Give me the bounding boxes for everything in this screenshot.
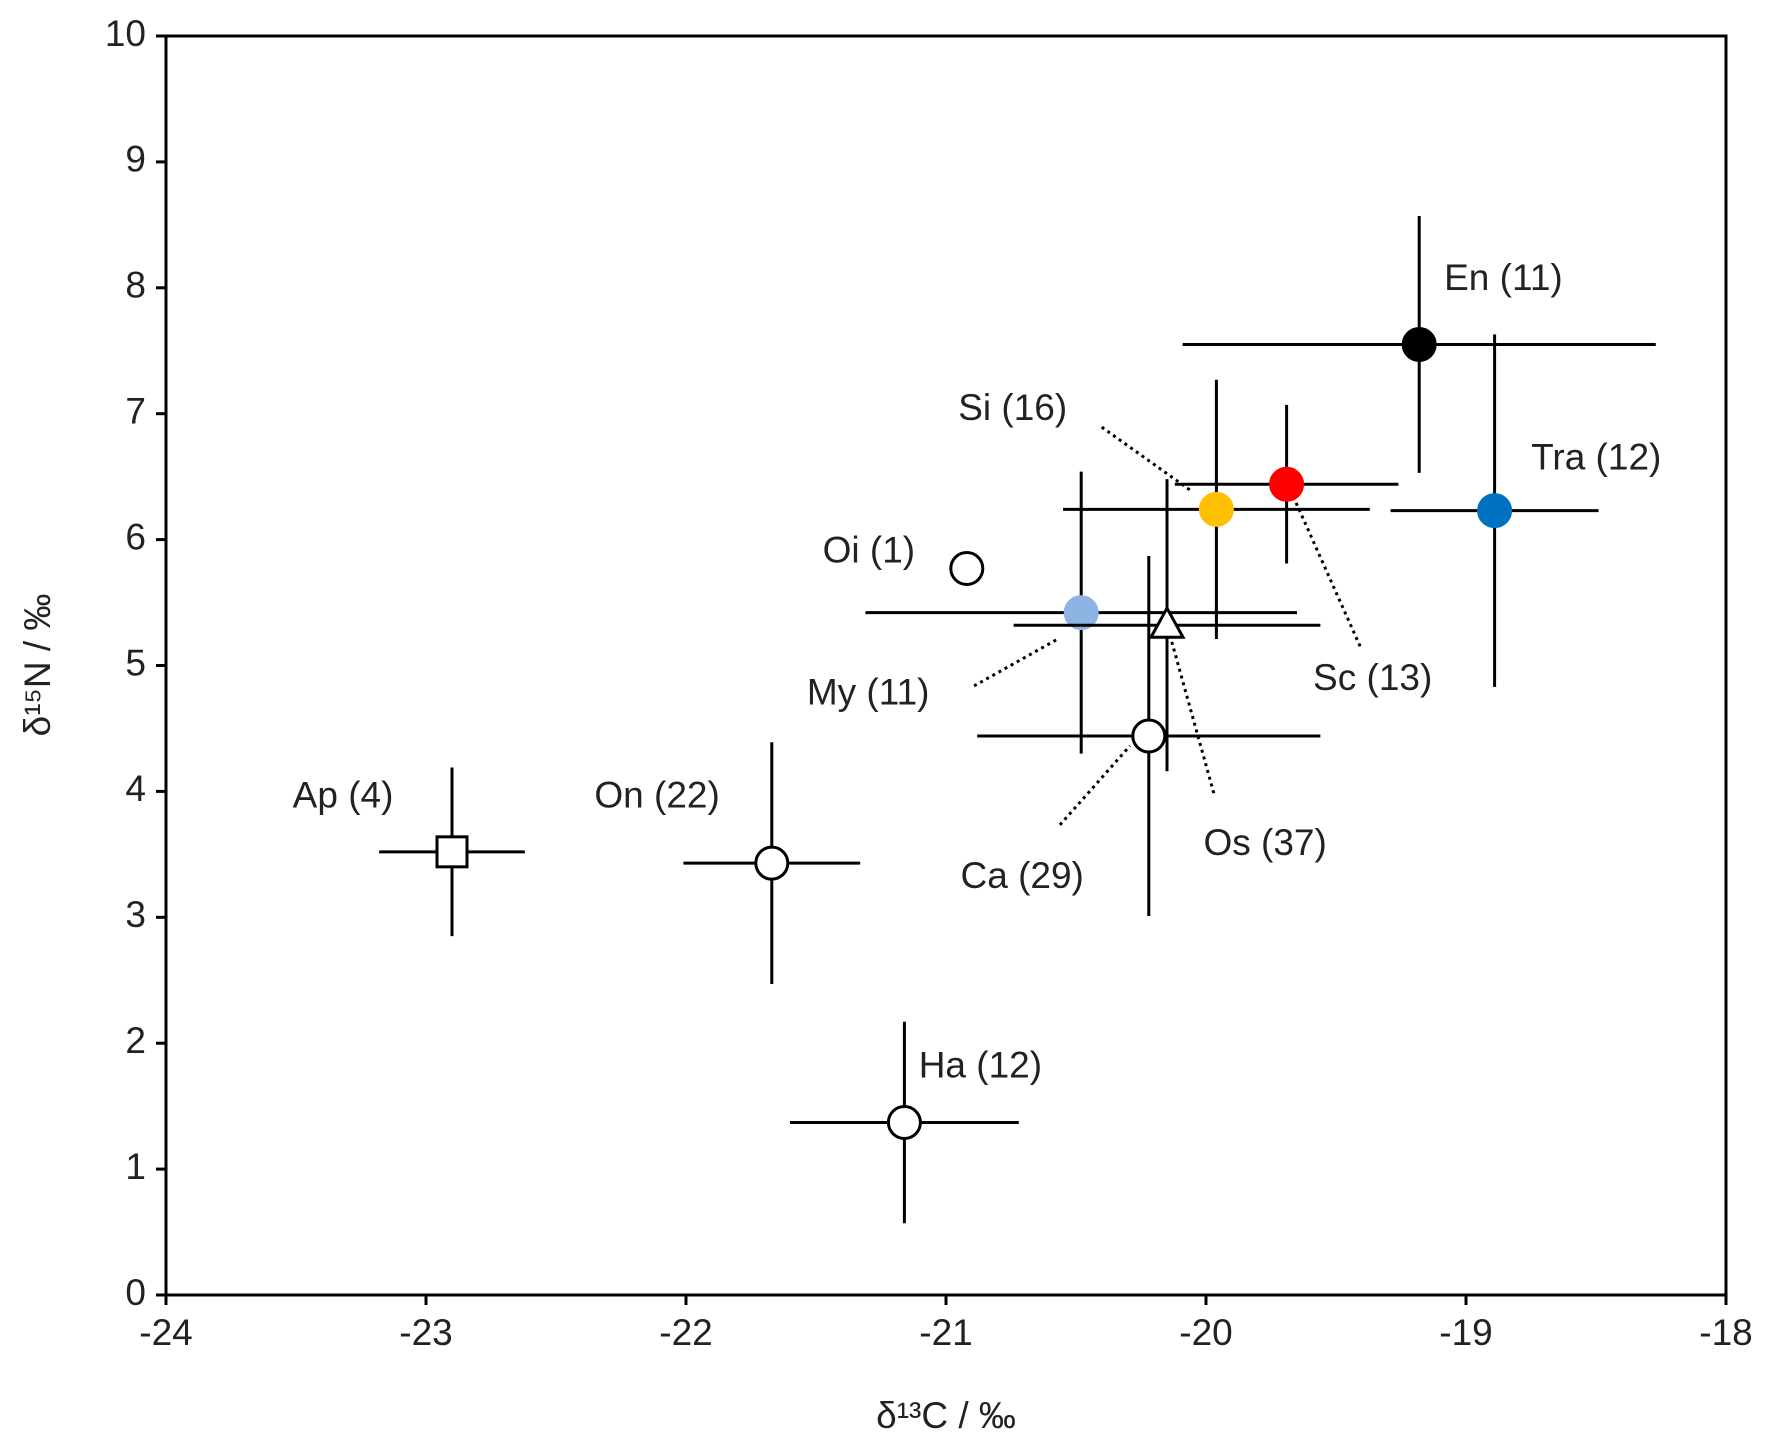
point-label: Si (16) [958,387,1067,428]
y-tick-label: 9 [125,139,146,180]
point-label: Oi (1) [823,529,916,570]
x-tick-label: -21 [919,1312,972,1353]
y-tick-label: 0 [125,1272,146,1313]
point-label: Tra (12) [1531,437,1661,478]
leader-line [1100,425,1194,493]
y-tick-label: 5 [125,642,146,683]
leader-line [1058,744,1132,826]
point-label: Ca (29) [961,855,1084,896]
point-label: Ha (12) [919,1045,1042,1086]
point-label: Sc (13) [1313,657,1432,698]
x-tick-label: -23 [399,1312,452,1353]
point-label: Os (37) [1203,822,1326,863]
x-tick-label: -24 [139,1312,192,1353]
x-axis-label: δ¹³C / ‰ [876,1395,1016,1436]
marker [1401,326,1437,362]
x-tick-label: -22 [659,1312,712,1353]
point-label: Ap (4) [293,775,394,816]
marker [1063,595,1099,631]
marker [1131,718,1167,754]
marker [1269,466,1305,502]
point-label: My (11) [807,672,930,713]
marker [435,835,469,869]
y-tick-label: 1 [125,1146,146,1187]
marker [1198,491,1234,527]
point-label: On (22) [594,775,719,816]
x-tick-label: -18 [1699,1312,1752,1353]
y-tick-label: 3 [125,894,146,935]
leader-line [973,637,1060,688]
leader-line [1294,502,1364,651]
y-tick-label: 10 [105,13,146,54]
y-tick-label: 4 [125,768,146,809]
y-axis-label: δ¹⁵N / ‰ [17,594,58,737]
point-label: En (11) [1444,257,1563,298]
y-tick-label: 8 [125,265,146,306]
marker [754,845,790,881]
y-tick-label: 7 [125,390,146,431]
marker [1477,493,1513,529]
x-tick-label: -20 [1179,1312,1232,1353]
marker [949,551,985,587]
marker [1148,605,1186,639]
leader-line [1170,641,1217,798]
plot-frame [164,34,1728,1297]
y-tick-label: 6 [125,516,146,557]
x-tick-label: -19 [1439,1312,1492,1353]
y-tick-label: 2 [125,1020,146,1061]
marker [886,1105,922,1141]
